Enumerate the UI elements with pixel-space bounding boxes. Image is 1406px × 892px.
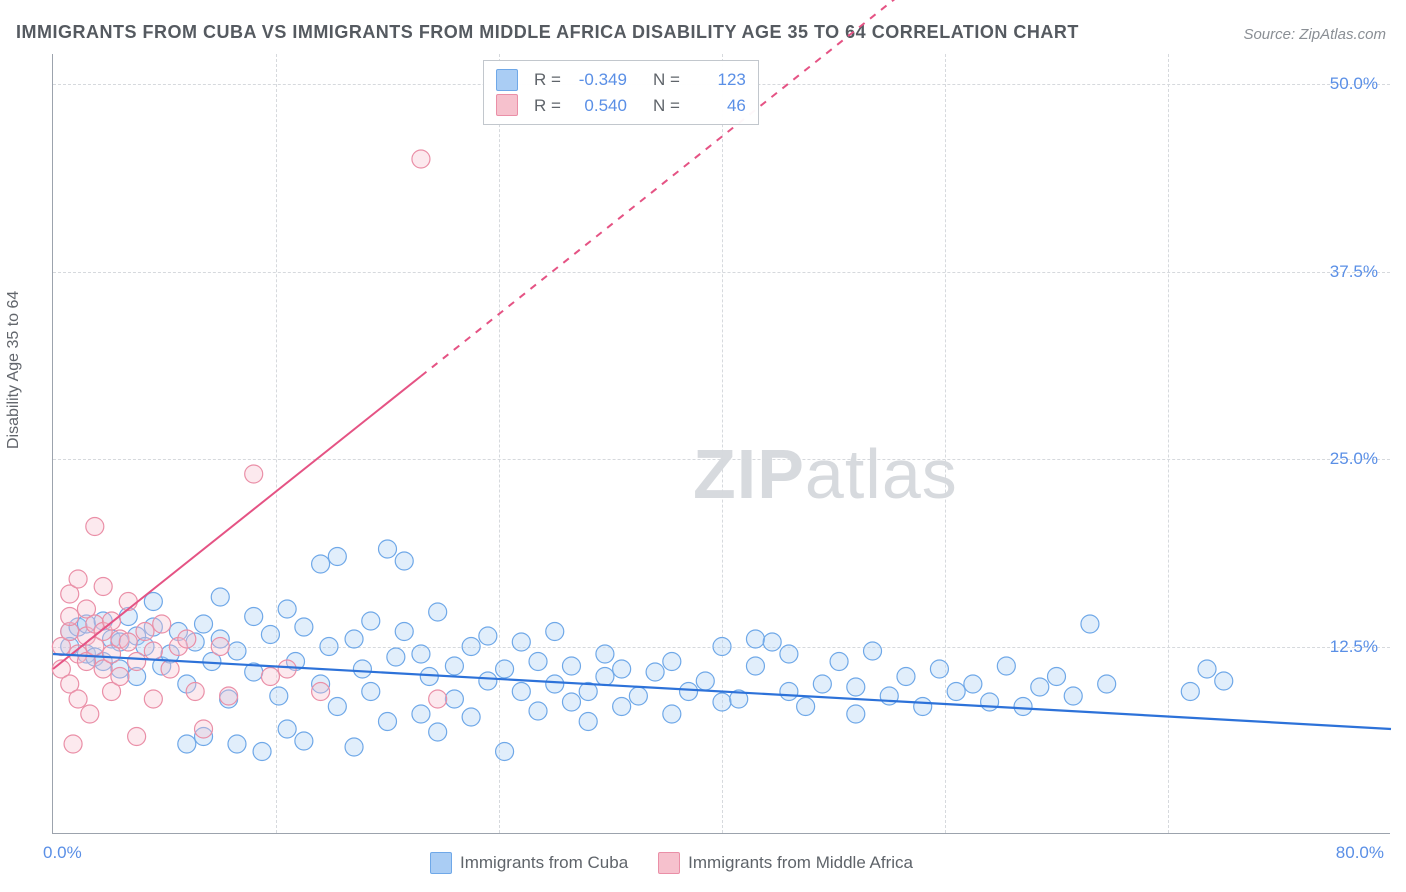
y-tick-label: 50.0% bbox=[1330, 74, 1378, 94]
legend-label: Immigrants from Cuba bbox=[460, 853, 628, 873]
chart-title: IMMIGRANTS FROM CUBA VS IMMIGRANTS FROM … bbox=[16, 22, 1079, 43]
swatch-cuba-icon bbox=[430, 852, 452, 874]
stats-legend-box: R = -0.349 N = 123 R = 0.540 N = 46 bbox=[483, 60, 759, 125]
legend-item-cuba: Immigrants from Cuba bbox=[430, 852, 628, 874]
bottom-legend: Immigrants from Cuba Immigrants from Mid… bbox=[430, 852, 913, 874]
y-tick-label: 25.0% bbox=[1330, 449, 1378, 469]
y-tick-label: 12.5% bbox=[1330, 637, 1378, 657]
x-tick-label: 80.0% bbox=[1336, 843, 1384, 863]
legend-item-middle-africa: Immigrants from Middle Africa bbox=[658, 852, 913, 874]
swatch-middle-africa-icon bbox=[658, 852, 680, 874]
x-tick-label: 0.0% bbox=[43, 843, 82, 863]
legend-label: Immigrants from Middle Africa bbox=[688, 853, 913, 873]
stats-row-cuba: R = -0.349 N = 123 bbox=[496, 67, 746, 93]
correlation-chart: IMMIGRANTS FROM CUBA VS IMMIGRANTS FROM … bbox=[0, 0, 1406, 892]
swatch-middle-africa-icon bbox=[496, 94, 518, 116]
swatch-cuba-icon bbox=[496, 69, 518, 91]
y-axis-title: Disability Age 35 to 64 bbox=[5, 291, 23, 449]
scatter-svg bbox=[53, 54, 1390, 833]
source-attribution: Source: ZipAtlas.com bbox=[1243, 26, 1386, 43]
plot-area: ZIPatlas R = -0.349 N = 123 R = 0.540 N … bbox=[52, 54, 1390, 834]
stats-row-middle-africa: R = 0.540 N = 46 bbox=[496, 93, 746, 119]
y-tick-label: 37.5% bbox=[1330, 262, 1378, 282]
